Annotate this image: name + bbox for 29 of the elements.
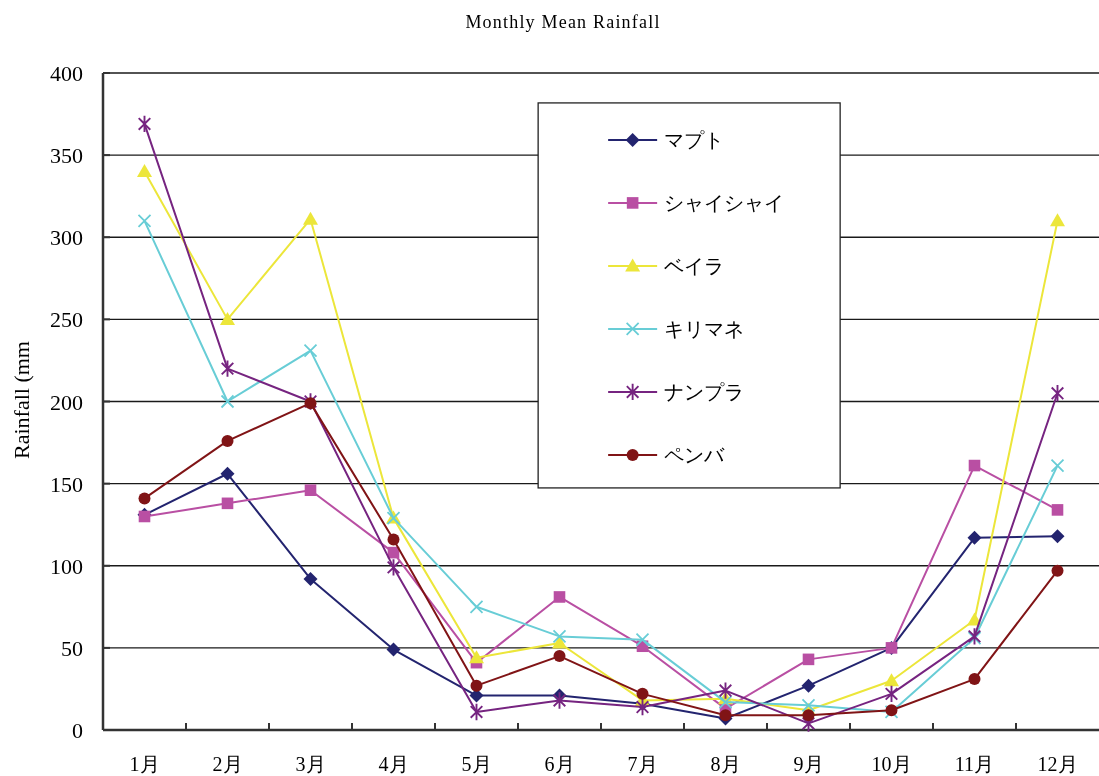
x-tick-label: 9月 — [793, 753, 824, 775]
y-tick-label: 200 — [50, 389, 83, 415]
legend-label: キリマネ — [664, 317, 745, 340]
y-tick-label: 300 — [50, 225, 83, 251]
legend-label: マプト — [664, 128, 725, 151]
y-tick-label: 350 — [50, 143, 83, 169]
x-tick-label: 2月 — [212, 753, 243, 775]
legend-label: シャイシャイ — [664, 191, 785, 214]
x-tick-label: 12月 — [1037, 753, 1078, 775]
x-tick-label: 8月 — [710, 753, 741, 775]
x-tick-label: 7月 — [627, 753, 658, 775]
y-tick-label: 0 — [72, 718, 83, 743]
x-tick-label: 4月 — [378, 753, 409, 775]
y-tick-label: 250 — [50, 307, 83, 333]
x-tick-label: 10月 — [871, 753, 912, 775]
x-tick-label: 1月 — [129, 753, 160, 775]
x-tick-label: 5月 — [461, 753, 492, 775]
x-tick-label: 6月 — [544, 753, 575, 775]
legend-label: ベイラ — [664, 254, 725, 277]
y-tick-label: 150 — [50, 471, 83, 497]
y-axis-title: Rainfall (mm — [9, 341, 34, 459]
y-tick-label: 400 — [50, 61, 83, 86]
y-tick-label: 100 — [50, 553, 83, 579]
y-tick-label: 50 — [61, 635, 83, 661]
x-tick-label: 11月 — [954, 753, 995, 775]
x-tick-label: 3月 — [295, 753, 326, 775]
legend-label: ペンバ — [664, 443, 726, 466]
legend-label: ナンプラ — [664, 380, 745, 403]
chart-title: Monthly Mean Rainfall — [465, 12, 661, 32]
